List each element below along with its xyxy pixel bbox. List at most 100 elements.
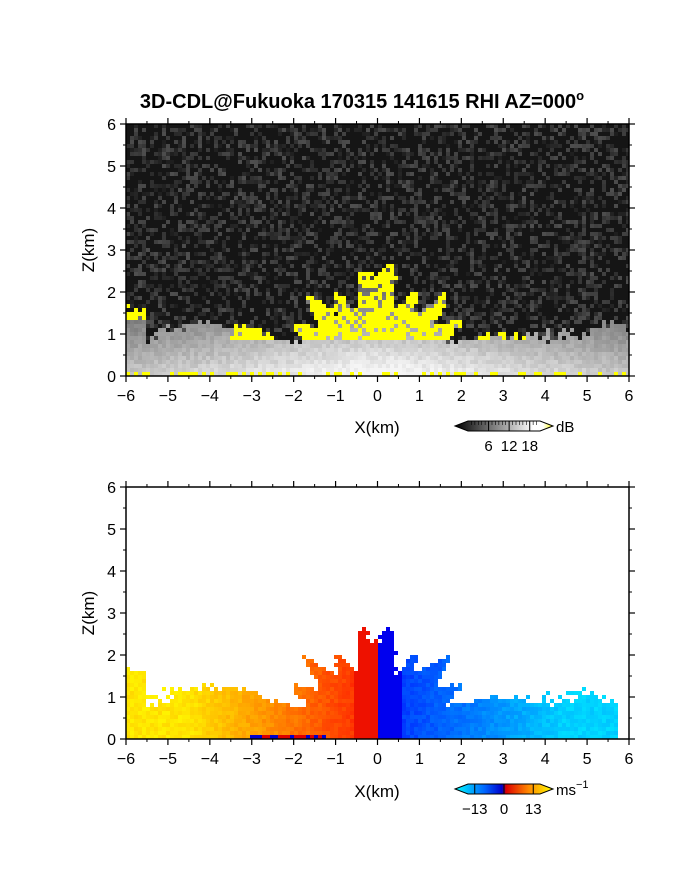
noise-cell <box>278 148 282 152</box>
echo-cell <box>126 368 130 372</box>
noise-cell <box>194 184 198 188</box>
noise-cell <box>326 264 330 268</box>
noise-cell <box>130 240 134 244</box>
noise-cell <box>358 124 362 128</box>
noise-cell <box>154 316 158 320</box>
noise-cell <box>598 176 602 180</box>
noise-cell <box>246 160 250 164</box>
echo-cell <box>190 332 194 336</box>
noise-cell <box>254 124 258 128</box>
noise-cell <box>302 168 306 172</box>
noise-cell <box>350 244 354 248</box>
noise-cell <box>166 312 170 316</box>
noise-cell <box>498 152 502 156</box>
echo-cell <box>302 324 306 328</box>
noise-cell <box>510 248 514 252</box>
noise-cell <box>246 324 250 328</box>
echo-cell <box>134 344 138 348</box>
noise-cell <box>498 136 502 140</box>
noise-cell <box>538 272 542 276</box>
noise-cell <box>166 264 170 268</box>
echo-cell <box>142 372 146 376</box>
noise-cell <box>474 296 478 300</box>
noise-cell <box>606 136 610 140</box>
noise-cell <box>546 144 550 148</box>
echo-cell <box>378 300 382 304</box>
echo-cell <box>358 344 362 348</box>
echo-cell <box>174 356 178 360</box>
noise-cell <box>486 244 490 248</box>
noise-cell <box>486 280 490 284</box>
echo-cell <box>326 308 330 312</box>
echo-cell <box>310 340 314 344</box>
noise-cell <box>338 188 342 192</box>
noise-cell <box>594 204 598 208</box>
noise-cell <box>582 132 586 136</box>
echo-cell <box>310 308 314 312</box>
echo-cell <box>322 316 326 320</box>
noise-cell <box>554 172 558 176</box>
echo-cell <box>226 356 230 360</box>
noise-cell <box>590 320 594 324</box>
noise-cell <box>422 200 426 204</box>
noise-cell <box>586 312 590 316</box>
noise-cell <box>290 272 294 276</box>
noise-cell <box>482 204 486 208</box>
noise-cell <box>286 256 290 260</box>
noise-cell <box>230 140 234 144</box>
noise-cell <box>446 184 450 188</box>
echo-cell <box>214 352 218 356</box>
echo-cell <box>454 356 458 360</box>
noise-cell <box>550 268 554 272</box>
noise-cell <box>194 244 198 248</box>
noise-cell <box>298 164 302 168</box>
echo-cell <box>394 364 398 368</box>
noise-cell <box>518 212 522 216</box>
echo-cell <box>434 348 438 352</box>
noise-cell <box>330 296 334 300</box>
noise-cell <box>466 236 470 240</box>
noise-cell <box>186 168 190 172</box>
noise-cell <box>570 136 574 140</box>
noise-cell <box>390 128 394 132</box>
noise-cell <box>406 200 410 204</box>
noise-cell <box>322 204 326 208</box>
echo-cell <box>366 352 370 356</box>
echo-cell <box>130 344 134 348</box>
echo-cell <box>362 332 366 336</box>
noise-cell <box>158 304 162 308</box>
noise-cell <box>290 312 294 316</box>
echo-cell <box>250 332 254 336</box>
echo-cell <box>130 364 134 368</box>
noise-cell <box>266 312 270 316</box>
echo-cell <box>266 348 270 352</box>
echo-cell <box>126 304 130 308</box>
noise-cell <box>522 200 526 204</box>
noise-cell <box>414 164 418 168</box>
echo-cell <box>206 328 210 332</box>
noise-cell <box>270 228 274 232</box>
noise-cell <box>338 204 342 208</box>
noise-cell <box>202 132 206 136</box>
echo-cell <box>374 324 378 328</box>
noise-cell <box>314 244 318 248</box>
noise-cell <box>514 296 518 300</box>
noise-cell <box>150 144 154 148</box>
noise-cell <box>326 188 330 192</box>
echo-cell <box>378 372 382 376</box>
echo-cell <box>254 356 258 360</box>
echo-cell <box>378 332 382 336</box>
noise-cell <box>358 160 362 164</box>
noise-cell <box>370 240 374 244</box>
noise-cell <box>574 220 578 224</box>
echo-cell <box>478 348 482 352</box>
echo-cell <box>334 364 338 368</box>
noise-cell <box>386 196 390 200</box>
noise-cell <box>346 188 350 192</box>
noise-cell <box>462 156 466 160</box>
echo-cell <box>358 348 362 352</box>
noise-cell <box>198 252 202 256</box>
echo-cell <box>194 368 198 372</box>
noise-cell <box>566 300 570 304</box>
noise-cell <box>554 128 558 132</box>
